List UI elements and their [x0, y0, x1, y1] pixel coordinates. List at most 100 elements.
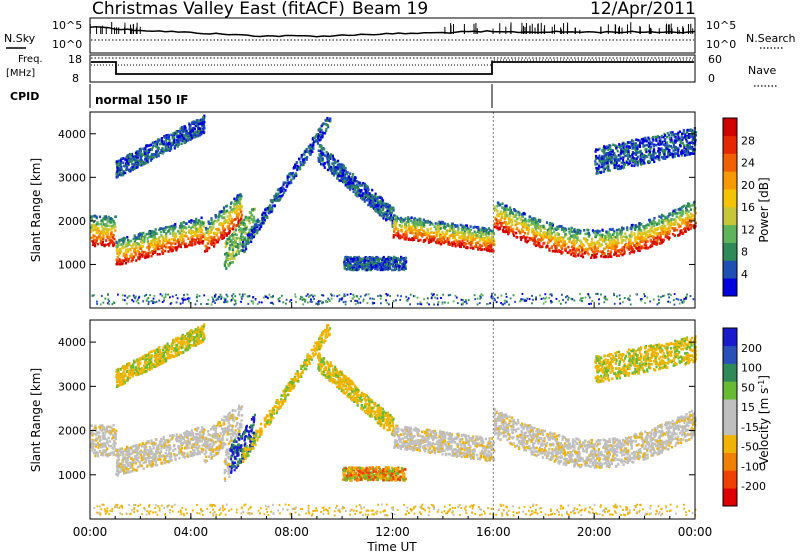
echo-cell [126, 168, 129, 171]
echo-cell [304, 156, 307, 160]
echo-cell [398, 236, 401, 240]
echo-cell [487, 237, 490, 240]
echo-cell [662, 229, 665, 233]
echo-cell [137, 242, 140, 246]
echo-cell [343, 166, 346, 170]
echo-cell [344, 166, 347, 170]
echo-cell [230, 210, 233, 214]
echo-cell [666, 230, 669, 234]
echo-cell [182, 238, 185, 241]
echo-cell [234, 199, 237, 202]
echo-cell [343, 265, 346, 269]
echo-cell [505, 204, 508, 208]
echo-cell [163, 149, 166, 152]
echo-cell [607, 238, 610, 241]
echo-cell [598, 241, 601, 245]
echo-cell [125, 160, 128, 163]
echo-cell [173, 138, 176, 141]
echo-cell [464, 243, 467, 246]
echo-cell [326, 119, 329, 122]
echo-cell [578, 244, 581, 248]
echo-cell [400, 257, 403, 261]
echo-cell [202, 128, 205, 132]
echo-cell [227, 264, 230, 268]
echo-cell [243, 227, 246, 231]
echo-cell [689, 208, 693, 211]
echo-cell [548, 235, 551, 238]
echo-cell [157, 147, 160, 151]
echo-cell [165, 145, 169, 149]
echo-cell [653, 235, 656, 239]
echo-cell [687, 202, 690, 205]
echo-cell [150, 254, 153, 258]
echo-cell [404, 231, 407, 234]
echo-cell [602, 237, 605, 241]
echo-cell [95, 222, 98, 226]
echo-cell [369, 263, 372, 267]
echo-cell [602, 255, 605, 259]
echo-cell [633, 233, 636, 236]
echo-cell [271, 204, 274, 207]
echo-cell [141, 241, 144, 244]
echo-cell [181, 228, 184, 231]
echo-cell [329, 153, 333, 156]
freq-label: Freq. [18, 54, 43, 65]
power-data-cells [90, 112, 698, 308]
echo-cell [212, 241, 215, 245]
echo-cell [158, 247, 161, 251]
echo-cell [168, 241, 171, 245]
echo-cell [630, 234, 633, 237]
echo-cell [142, 147, 145, 151]
echo-cell [622, 239, 625, 242]
echo-cell [485, 246, 488, 249]
nsky-spikes [89, 22, 694, 34]
echo-cell [568, 230, 571, 234]
echo-cell [447, 229, 450, 233]
echo-cell [355, 268, 358, 271]
echo-cell [426, 228, 429, 231]
echo-cell [154, 246, 157, 250]
echo-cell [542, 242, 545, 245]
echo-cell [546, 228, 549, 232]
echo-cell [116, 175, 119, 179]
echo-cell [235, 237, 238, 240]
echo-cell [429, 235, 432, 238]
echo-cell [532, 236, 535, 240]
echo-cell [110, 230, 113, 234]
echo-cell [160, 142, 163, 145]
echo-cell [154, 232, 157, 236]
echo-cell [234, 207, 237, 211]
echo-cell [357, 187, 360, 191]
echo-cell [251, 208, 254, 211]
echo-cell [137, 233, 141, 236]
echo-cell [365, 262, 368, 266]
echo-cell [475, 245, 478, 249]
echo-cell [549, 225, 552, 228]
echo-cell [615, 228, 618, 232]
echo-cell [613, 230, 616, 233]
echo-cell [222, 227, 225, 230]
echo-cell [235, 233, 238, 237]
echo-cell [325, 127, 328, 131]
echo-cell [594, 253, 597, 257]
echo-cell [424, 232, 427, 236]
echo-cell [357, 255, 360, 259]
echo-cell [548, 233, 551, 236]
echo-cell [137, 159, 140, 163]
echo-cell [559, 250, 562, 253]
echo-cell [396, 263, 399, 266]
echo-cell [319, 149, 322, 153]
echo-cell [680, 206, 683, 209]
echo-cell [182, 230, 185, 234]
echo-cell [691, 204, 694, 207]
echo-cell [268, 206, 271, 209]
echo-cell [474, 231, 477, 235]
echo-cell [547, 241, 550, 244]
echo-cell [361, 194, 364, 198]
echo-cell [140, 235, 143, 238]
echo-cell [131, 258, 134, 261]
echo-cell [458, 235, 461, 238]
echo-cell [253, 225, 256, 228]
echo-cell [144, 250, 147, 254]
echo-cell [268, 208, 271, 212]
